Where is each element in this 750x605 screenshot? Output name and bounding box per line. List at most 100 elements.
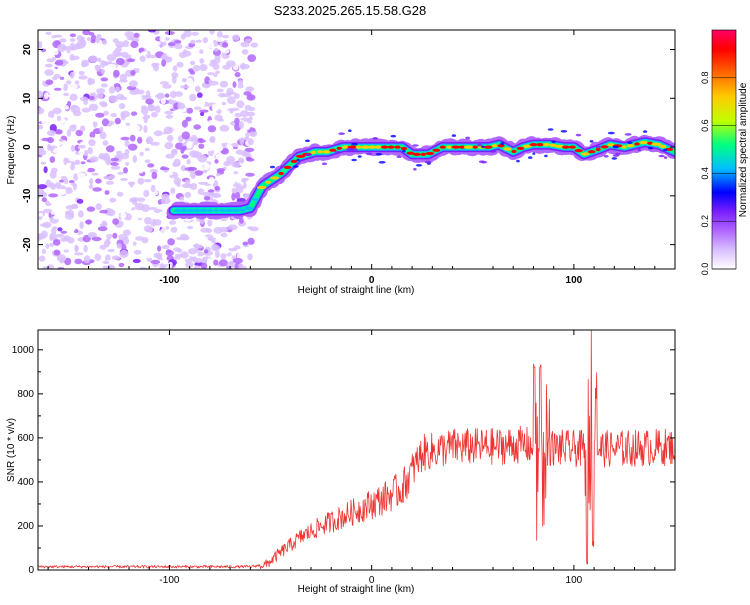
y-tick-label: 800	[17, 389, 34, 400]
noise-speck	[95, 35, 100, 44]
ridge-scatter	[334, 150, 341, 154]
noise-speck	[52, 92, 59, 96]
noise-speck	[86, 206, 96, 212]
noise-speck	[148, 105, 156, 112]
y-tick-label: 400	[17, 477, 34, 488]
ridge-scatter	[595, 145, 601, 149]
noise-speck	[203, 195, 211, 201]
ridge-peak	[665, 147, 674, 151]
noise-speck	[192, 151, 203, 159]
noise-speck	[190, 39, 196, 45]
noise-speck	[81, 107, 91, 113]
noise-speck	[96, 92, 104, 99]
noise-speck	[173, 177, 182, 186]
ridge-scatter	[663, 156, 668, 159]
noise-speck	[238, 263, 244, 269]
ridge-peak	[256, 185, 267, 190]
noise-speck	[48, 193, 59, 198]
y-tick-label: 10	[22, 92, 33, 104]
noise-speck	[199, 109, 209, 113]
noise-speck	[38, 41, 43, 49]
noise-speck	[131, 189, 137, 194]
ridge-peak	[394, 145, 401, 149]
noise-speck	[190, 171, 196, 179]
noise-speck	[110, 157, 120, 162]
noise-speck	[151, 111, 158, 118]
noise-speck	[216, 37, 224, 42]
noise-speck	[160, 228, 168, 236]
noise-speck	[241, 177, 249, 182]
noise-speck	[214, 250, 220, 258]
noise-speck	[106, 234, 113, 239]
noise-speck	[44, 116, 53, 121]
noise-speck	[147, 207, 158, 210]
noise-speck	[109, 197, 117, 203]
ridge-peak	[199, 208, 208, 213]
noise-speck	[203, 162, 210, 171]
noise-speck	[43, 166, 48, 174]
noise-speck	[208, 237, 217, 242]
noise-speck	[74, 244, 79, 253]
noise-speck	[238, 79, 244, 86]
noise-speck	[227, 242, 236, 249]
noise-speck	[61, 118, 67, 124]
noise-speck	[214, 144, 224, 152]
noise-speck	[144, 217, 152, 225]
noise-speck	[229, 234, 235, 242]
ridge-peak	[265, 180, 271, 184]
noise-speck	[132, 155, 137, 163]
noise-speck	[38, 107, 45, 115]
noise-speck	[114, 117, 122, 125]
noise-speck	[226, 96, 236, 105]
noise-speck	[46, 58, 55, 63]
noise-speck	[139, 55, 146, 62]
noise-speck	[167, 134, 174, 142]
noise-speck	[53, 239, 61, 246]
ridge-peak	[341, 145, 350, 149]
noise-speck	[215, 153, 226, 160]
noise-speck	[53, 159, 63, 167]
noise-speck	[84, 220, 92, 224]
noise-speck	[83, 255, 91, 264]
noise-speck	[126, 36, 133, 41]
noise-speck	[253, 150, 258, 155]
noise-speck	[60, 230, 68, 234]
colorbar-ticks: 0.0 0.2 0.4 0.6 0.8	[700, 72, 736, 275]
noise-speck	[220, 232, 228, 238]
ridge-peak	[554, 144, 564, 148]
ridge-scatter	[351, 158, 357, 162]
noise-speck	[236, 197, 246, 203]
noise-speck	[260, 265, 265, 269]
ridge-scatter	[560, 130, 568, 133]
noise-speck	[176, 61, 184, 68]
noise-speck	[169, 220, 176, 226]
noise-speck	[143, 189, 150, 197]
noise-speck	[184, 179, 191, 185]
noise-speck	[241, 49, 249, 55]
x-tick-label: -100	[159, 275, 179, 286]
ridge-peak	[595, 147, 601, 152]
noise-speck	[114, 212, 120, 219]
colorbar-gradient	[711, 29, 737, 270]
ridge-scatter	[366, 152, 373, 156]
noise-speck	[92, 187, 102, 192]
noise-speck	[189, 60, 196, 66]
noise-speck	[260, 253, 265, 258]
noise-speck	[88, 103, 99, 112]
noise-speck	[181, 119, 188, 128]
noise-speck	[239, 30, 250, 37]
noise-speck	[53, 249, 61, 256]
noise-speck	[241, 68, 246, 76]
ridge-peak	[322, 150, 331, 154]
noise-speck	[171, 149, 178, 156]
noise-speck	[100, 68, 106, 74]
noise-speck	[87, 147, 93, 155]
noise-speck	[206, 228, 213, 234]
noise-speck	[235, 149, 244, 155]
noise-speck	[78, 150, 85, 155]
noise-speck	[232, 34, 240, 41]
noise-speck	[143, 125, 148, 133]
noise-speck	[151, 171, 158, 180]
noise-speck	[122, 40, 130, 48]
